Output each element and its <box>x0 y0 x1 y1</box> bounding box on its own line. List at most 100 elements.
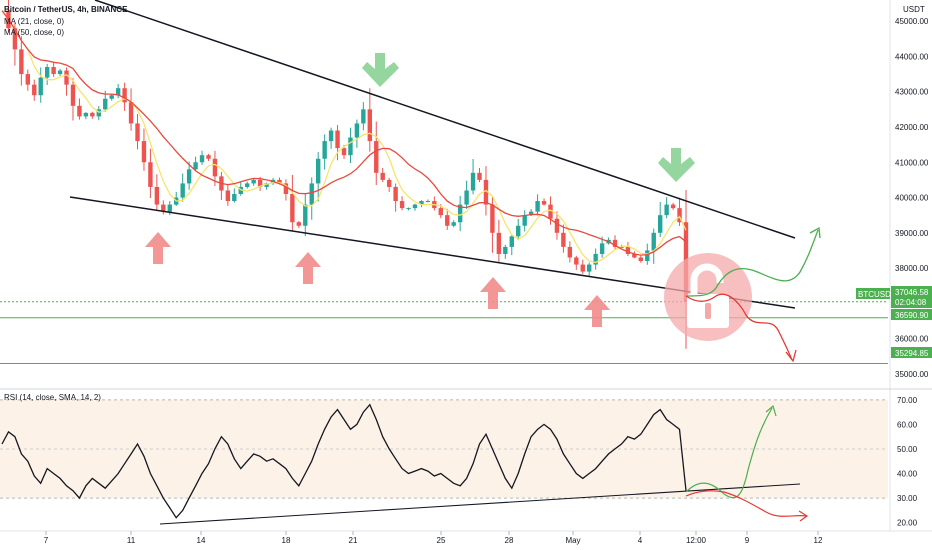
candle-body[interactable] <box>348 137 353 156</box>
candle-body[interactable] <box>399 201 405 209</box>
candle-body[interactable] <box>406 208 411 210</box>
candle-body[interactable] <box>32 84 37 96</box>
candle-body[interactable] <box>44 67 50 78</box>
time-axis[interactable]: 7 11 14 18 21 25 28 May 4 12:00 9 12 <box>44 531 823 545</box>
candle-body[interactable] <box>632 253 637 258</box>
candle-body[interactable] <box>587 264 592 272</box>
candle-body[interactable] <box>580 264 585 272</box>
candle-body[interactable] <box>193 162 198 170</box>
candle-body[interactable] <box>167 204 172 212</box>
candle-body[interactable] <box>264 183 269 187</box>
candle-body[interactable] <box>367 109 373 142</box>
candle-body[interactable] <box>548 204 553 219</box>
candle-body[interactable] <box>457 204 463 223</box>
candle-body[interactable] <box>12 28 18 50</box>
candle-body[interactable] <box>290 194 295 223</box>
candle-body[interactable] <box>25 74 31 85</box>
candle-body[interactable] <box>490 204 495 233</box>
candle-body[interactable] <box>238 186 243 194</box>
candle-body[interactable] <box>90 112 95 117</box>
candle-body[interactable] <box>19 49 24 75</box>
candle-body[interactable] <box>180 183 185 198</box>
candle-body[interactable] <box>257 179 263 187</box>
candle-body[interactable] <box>283 183 289 194</box>
candle-body[interactable] <box>593 253 598 265</box>
candle-body[interactable] <box>335 130 340 149</box>
candle-body[interactable] <box>186 169 192 184</box>
candle-body[interactable] <box>535 201 540 212</box>
candle-body[interactable] <box>245 183 250 187</box>
candle-body[interactable] <box>464 190 469 205</box>
rsi-trendline[interactable] <box>159 483 801 525</box>
candle-body[interactable] <box>645 250 650 262</box>
candle-body[interactable] <box>670 204 676 209</box>
candle-body[interactable] <box>625 246 631 254</box>
candle-body[interactable] <box>128 102 134 124</box>
candle-body[interactable] <box>574 257 579 265</box>
candle-body[interactable] <box>425 201 431 203</box>
candle-body[interactable] <box>657 215 663 233</box>
candle-body[interactable] <box>677 208 682 223</box>
rsi-legend[interactable]: RSI (14, close, SMA, 14, 2) <box>4 393 101 402</box>
candle-body[interactable] <box>122 88 127 103</box>
candle-body[interactable] <box>651 232 656 251</box>
upper-trendline[interactable] <box>94 0 796 239</box>
candle-body[interactable] <box>341 148 347 156</box>
candle-body[interactable] <box>393 186 398 202</box>
candle-body[interactable] <box>561 232 566 247</box>
candle-body[interactable] <box>70 84 76 106</box>
candle-body[interactable] <box>361 109 366 124</box>
candle-body[interactable] <box>251 179 256 184</box>
candle-body[interactable] <box>638 257 644 262</box>
ma21-line[interactable] <box>1 10 687 264</box>
candle-body[interactable] <box>554 218 560 233</box>
candle-body[interactable] <box>315 158 321 184</box>
candle-body[interactable] <box>503 246 508 254</box>
candle-body[interactable] <box>51 67 56 75</box>
candle-body[interactable] <box>386 179 392 187</box>
candle-body[interactable] <box>445 215 450 226</box>
ma50-line[interactable] <box>1 10 687 256</box>
candle-body[interactable] <box>567 246 573 258</box>
candle-body[interactable] <box>115 88 121 96</box>
candle-body[interactable] <box>83 112 89 117</box>
candle-body[interactable] <box>419 201 424 205</box>
chart-title[interactable]: Bitcoin / TetherUS, 4h, BINANCE <box>4 5 128 14</box>
candle-body[interactable] <box>599 243 605 254</box>
candle-body[interactable] <box>309 183 314 205</box>
candle-body[interactable] <box>509 236 514 247</box>
candle-body[interactable] <box>232 194 237 202</box>
candle-body[interactable] <box>161 204 166 212</box>
candle-body[interactable] <box>154 186 160 205</box>
candle-body[interactable] <box>141 141 147 163</box>
candle-body[interactable] <box>296 222 302 226</box>
candle-body[interactable] <box>451 222 456 226</box>
candle-body[interactable] <box>528 211 534 216</box>
candle-body[interactable] <box>57 70 63 75</box>
candle-body[interactable] <box>103 98 108 110</box>
candle-body[interactable] <box>277 179 282 184</box>
rsi-line[interactable] <box>1 403 687 519</box>
ma50-legend[interactable]: MA (50, close, 0) <box>4 28 64 37</box>
candle-body[interactable] <box>96 109 101 117</box>
candle-body[interactable] <box>619 246 624 248</box>
candle-body[interactable] <box>199 155 205 163</box>
candle-body[interactable] <box>438 208 443 216</box>
rsi-axis[interactable]: 70.00 60.00 50.00 40.00 30.00 20.00 <box>897 396 918 528</box>
candle-body[interactable] <box>374 141 379 173</box>
candle-body[interactable] <box>380 172 385 180</box>
candle-body[interactable] <box>496 232 502 254</box>
candle-body[interactable] <box>109 95 114 99</box>
candle-body[interactable] <box>322 141 327 159</box>
candle-body[interactable] <box>541 201 547 205</box>
candle-body[interactable] <box>77 105 82 117</box>
candle-body[interactable] <box>470 172 476 191</box>
candle-body[interactable] <box>38 77 43 96</box>
candle-body[interactable] <box>135 123 140 142</box>
ma21-legend[interactable]: MA (21, close, 0) <box>4 17 64 26</box>
candle-body[interactable] <box>64 70 69 85</box>
candle-body[interactable] <box>148 162 153 187</box>
candle-body[interactable] <box>522 215 527 226</box>
candle-body[interactable] <box>612 239 618 247</box>
